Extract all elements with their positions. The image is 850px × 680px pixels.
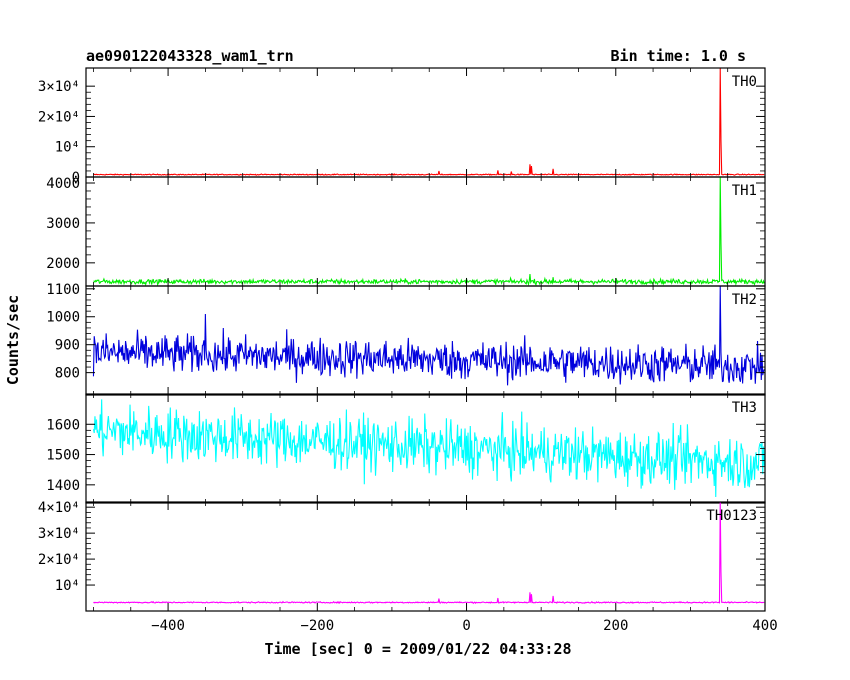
series-line-th0123: [93, 502, 765, 605]
panel-label: TH0123: [706, 508, 757, 524]
y-tick-label: 3×10⁴: [38, 526, 80, 542]
chart-title-left: ae090122043328_wam1_trn: [86, 47, 294, 65]
panel-th2: 800 900 1000 1100 TH2: [46, 282, 766, 396]
series-line-th3: [92, 399, 765, 498]
panel-label: TH2: [732, 292, 757, 308]
y-tick-label: 1100: [46, 282, 80, 298]
y-tick-label: 2×10⁴: [38, 109, 80, 125]
y-tick-label: 0: [72, 170, 80, 186]
x-tick-label: −400: [151, 618, 185, 634]
y-tick-label: 10⁴: [55, 578, 80, 594]
x-tick-label: 0: [462, 618, 470, 634]
panel-frame: [85, 176, 766, 287]
panel-frame: [85, 285, 766, 396]
y-tick-label: 2000: [46, 256, 80, 272]
x-tick-label: 400: [752, 618, 777, 634]
panel-th0: 0 10⁴ 2×10⁴ 3×10⁴ TH0: [38, 67, 766, 186]
chart-title-right: Bin time: 1.0 s: [611, 47, 746, 65]
series-line-th1: [93, 177, 765, 286]
panel-frame: [85, 501, 766, 612]
y-tick-label: 2×10⁴: [38, 552, 80, 568]
panel-th0123: 10⁴ 2×10⁴ 3×10⁴ 4×10⁴ TH0123: [38, 500, 766, 612]
panel-th3: 1400 1500 1600 TH3: [46, 393, 766, 504]
y-tick-label: 800: [55, 366, 80, 382]
y-tick-label: 1600: [46, 417, 80, 433]
y-tick-label: 10⁴: [55, 140, 80, 156]
x-axis-label: Time [sec] 0 = 2009/01/22 04:33:28: [264, 640, 571, 658]
x-tick-labels: −400 −200 0 200 400: [151, 618, 777, 634]
panel-label: TH0: [732, 74, 757, 90]
y-axis-label: Counts/sec: [4, 295, 22, 385]
y-tick-label: 900: [55, 338, 80, 354]
y-tick-label: 4×10⁴: [38, 500, 80, 516]
x-tick-label: −200: [300, 618, 334, 634]
series-line-th0: [93, 68, 765, 176]
series-line-th2: [92, 286, 765, 386]
panel-label: TH3: [732, 400, 757, 416]
y-tick-label: 1400: [46, 478, 80, 494]
y-tick-label: 1000: [46, 310, 80, 326]
y-tick-label: 3000: [46, 216, 80, 232]
x-tick-label: 200: [603, 618, 628, 634]
y-tick-label: 1500: [46, 448, 80, 464]
panel-frame: [85, 67, 766, 178]
y-tick-label: 3×10⁴: [38, 79, 80, 95]
panel-label: TH1: [732, 183, 757, 199]
y-tick-label: 4000: [46, 176, 80, 192]
panel-th1: 2000 3000 4000 TH1: [46, 176, 766, 287]
